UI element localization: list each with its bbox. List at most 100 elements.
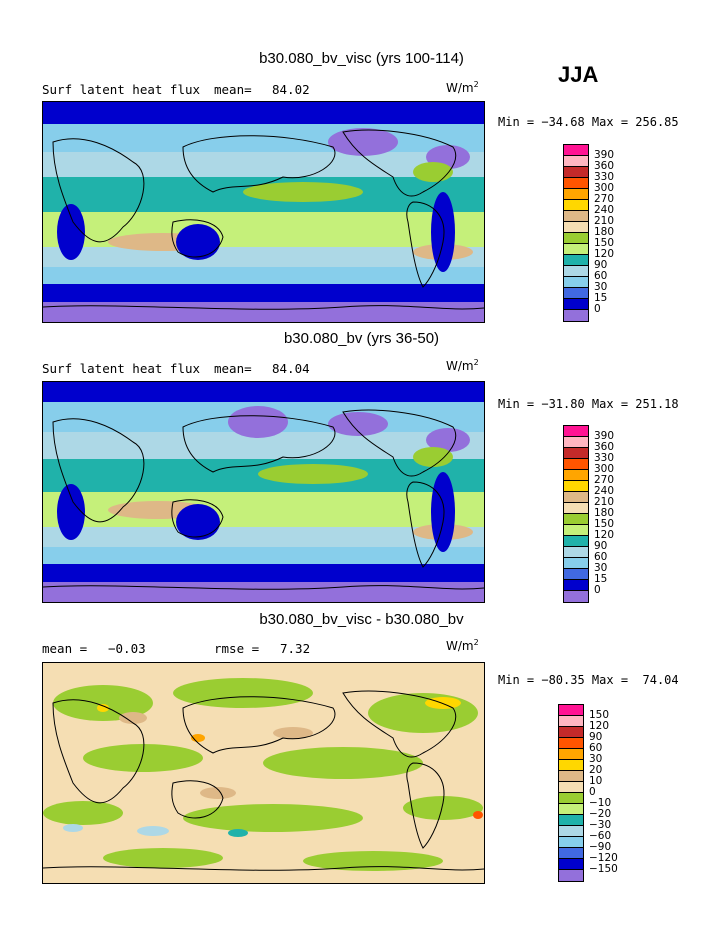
colorbar-swatch (564, 558, 588, 569)
panel-1-mean-value: 84.02 (272, 82, 310, 97)
colorbar-swatch (559, 782, 583, 793)
colorbar-label: 300 (594, 182, 615, 194)
colorbar-swatch (559, 793, 583, 804)
panel-1-minmax: Min = −34.68 Max = 256.85 (498, 115, 679, 129)
panel-2-colorbar-labels: 390 360 330 300 270 240 210 180 150 120 … (594, 431, 614, 596)
colorbar-swatch (564, 156, 588, 167)
colorbar-swatch (564, 310, 588, 321)
panel-3-title: b30.080_bv_visc - b30.080_bv (259, 611, 464, 628)
colorbar-swatch (564, 470, 588, 481)
panel-3-mean-value: −0.03 (108, 641, 146, 656)
colorbar-swatch (564, 503, 588, 514)
colorbar-label: 90 (594, 259, 608, 271)
colorbar-swatch (564, 569, 588, 580)
colorbar-swatch (564, 266, 588, 277)
colorbar-swatch (564, 211, 588, 222)
colorbar-label: 360 (594, 160, 615, 172)
colorbar-label: 0 (594, 584, 601, 596)
panel-2-units: W/m2 (446, 358, 479, 373)
colorbar-swatch (564, 288, 588, 299)
panel-3-rmse-label: rmse = (214, 641, 260, 656)
colorbar-label: 0 (589, 786, 596, 798)
colorbar-swatch (559, 859, 583, 870)
panel-1-title: b30.080_bv_visc (yrs 100-114) (259, 50, 464, 67)
colorbar-swatch (564, 459, 588, 470)
colorbar-swatch (559, 837, 583, 848)
panel-3-units: W/m2 (446, 638, 479, 653)
colorbar-label: 120 (594, 248, 615, 260)
colorbar-swatch (564, 525, 588, 536)
colorbar-swatch (564, 448, 588, 459)
colorbar-swatch (564, 426, 588, 437)
panel-3-minmax: Min = −80.35 Max = 74.04 (498, 673, 679, 687)
colorbar-swatch (564, 244, 588, 255)
colorbar-label: 30 (589, 753, 603, 765)
colorbar-swatch (559, 826, 583, 837)
colorbar-label: 60 (589, 742, 603, 754)
panel-1-map (42, 101, 485, 323)
colorbar-swatch (564, 299, 588, 310)
colorbar-swatch (564, 536, 588, 547)
colorbar-label: 60 (594, 551, 608, 563)
colorbar-label: 270 (594, 474, 615, 486)
colorbar-label: 300 (594, 463, 615, 475)
panel-3-mean-label: mean = (42, 641, 88, 656)
colorbar-label: 180 (594, 226, 615, 238)
colorbar-swatch (564, 514, 588, 525)
colorbar-label: 330 (594, 171, 615, 183)
colorbar-swatch (559, 804, 583, 815)
colorbar-label: 330 (594, 452, 615, 464)
panel-1-mean-label: mean= (214, 82, 252, 97)
colorbar-swatch (559, 815, 583, 826)
colorbar-label: 15 (594, 573, 608, 585)
colorbar-label: 240 (594, 204, 615, 216)
panel-3-colorbar (558, 704, 584, 882)
panel-2-minmax: Min = −31.80 Max = 251.18 (498, 397, 679, 411)
colorbar-label: 210 (594, 496, 615, 508)
colorbar-label: −30 (589, 819, 612, 831)
panel-1-units: W/m2 (446, 80, 479, 95)
panel-3-rmse-value: 7.32 (280, 641, 311, 656)
colorbar-swatch (559, 870, 583, 881)
colorbar-label: 10 (589, 775, 603, 787)
colorbar-label: −150 (589, 863, 618, 875)
panel-1-colorbar (563, 144, 589, 322)
colorbar-swatch (564, 178, 588, 189)
colorbar-label: 180 (594, 507, 615, 519)
colorbar-swatch (559, 738, 583, 749)
colorbar-swatch (564, 277, 588, 288)
colorbar-label: 240 (594, 485, 615, 497)
colorbar-swatch (564, 547, 588, 558)
colorbar-swatch (564, 222, 588, 233)
colorbar-label: 60 (594, 270, 608, 282)
colorbar-label: 210 (594, 215, 615, 227)
colorbar-swatch (564, 233, 588, 244)
colorbar-swatch (559, 749, 583, 760)
colorbar-swatch (564, 167, 588, 178)
colorbar-swatch (564, 580, 588, 591)
panel-3-colorbar-labels: 150 120 90 60 30 20 10 0 −10 −20 −30 −60… (589, 710, 618, 875)
colorbar-label: 20 (589, 764, 603, 776)
colorbar-swatch (564, 481, 588, 492)
panel-1-colorbar-labels: 390 360 330 300 270 240 210 180 150 120 … (594, 150, 614, 315)
panel-1-variable: Surf latent heat flux (42, 82, 201, 97)
colorbar-swatch (564, 591, 588, 602)
colorbar-label: 150 (594, 518, 615, 530)
colorbar-label: 390 (594, 430, 615, 442)
colorbar-swatch (559, 716, 583, 727)
colorbar-swatch (564, 200, 588, 211)
panel-2-colorbar (563, 425, 589, 603)
colorbar-label: −90 (589, 841, 612, 853)
colorbar-swatch (559, 727, 583, 738)
season-label: JJA (558, 62, 599, 87)
colorbar-label: 120 (594, 529, 615, 541)
colorbar-swatch (564, 189, 588, 200)
colorbar-swatch (564, 492, 588, 503)
panel-2-variable: Surf latent heat flux (42, 361, 201, 376)
colorbar-label: 30 (594, 281, 608, 293)
colorbar-label: 150 (594, 237, 615, 249)
colorbar-label: 390 (594, 149, 615, 161)
colorbar-label: −10 (589, 797, 612, 809)
colorbar-swatch (559, 705, 583, 716)
colorbar-label: −20 (589, 808, 612, 820)
